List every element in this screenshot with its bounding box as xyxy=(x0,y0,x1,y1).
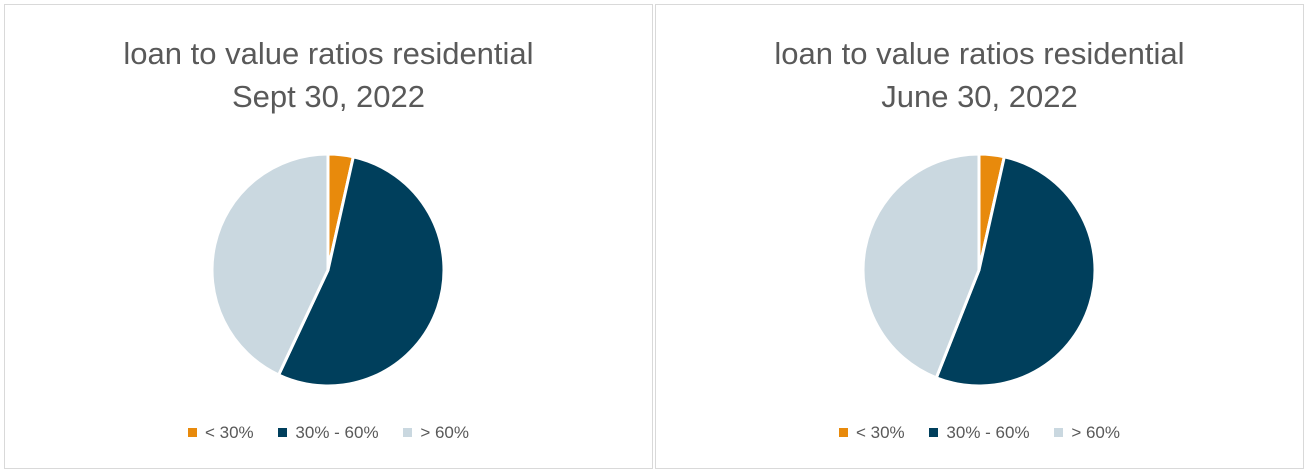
chart-subtitle: June 30, 2022 xyxy=(881,79,1078,114)
legend-label: > 60% xyxy=(1071,423,1120,442)
chart-title-line: loan to value ratios residential xyxy=(123,36,534,71)
legend-item-over-60: > 60% xyxy=(1054,423,1120,443)
pie-slice-over-60 xyxy=(210,152,330,377)
legend-swatch xyxy=(278,428,288,437)
legend-label: > 60% xyxy=(420,423,469,442)
legend-item-over-60: > 60% xyxy=(403,423,469,443)
legend-swatch xyxy=(1054,428,1064,437)
legend-swatch xyxy=(929,428,939,437)
chart-title: loan to value ratios residential Sept 30… xyxy=(5,32,652,118)
legend-swatch xyxy=(838,428,848,437)
chart-panel-june: loan to value ratios residential June 30… xyxy=(655,4,1304,469)
legend-item-30-60: 30% - 60% xyxy=(278,423,379,443)
chart-panel-sept: loan to value ratios residential Sept 30… xyxy=(4,4,653,469)
chart-legend: < 30% 30% - 60% > 60% xyxy=(5,423,652,443)
legend-label: < 30% xyxy=(855,423,905,442)
chart-subtitle: Sept 30, 2022 xyxy=(231,79,426,114)
legend-label: 30% - 60% xyxy=(295,423,379,442)
legend-label: < 30% xyxy=(204,423,254,442)
pie-chart xyxy=(210,152,446,388)
pie-chart xyxy=(861,152,1097,388)
pie-slice-30-60 xyxy=(934,155,1097,388)
legend-item-under-30: < 30% xyxy=(187,423,254,443)
legend-swatch xyxy=(187,428,197,437)
chart-legend: < 30% 30% - 60% > 60% xyxy=(656,423,1303,443)
legend-swatch xyxy=(403,428,413,437)
legend-item-under-30: < 30% xyxy=(838,423,905,443)
pie-slice-over-60 xyxy=(861,152,981,380)
legend-item-30-60: 30% - 60% xyxy=(929,423,1030,443)
legend-label: 30% - 60% xyxy=(946,423,1030,442)
pie-slice-30-60 xyxy=(277,155,446,388)
chart-title: loan to value ratios residential June 30… xyxy=(656,32,1303,118)
chart-title-line: loan to value ratios residential xyxy=(774,36,1185,71)
